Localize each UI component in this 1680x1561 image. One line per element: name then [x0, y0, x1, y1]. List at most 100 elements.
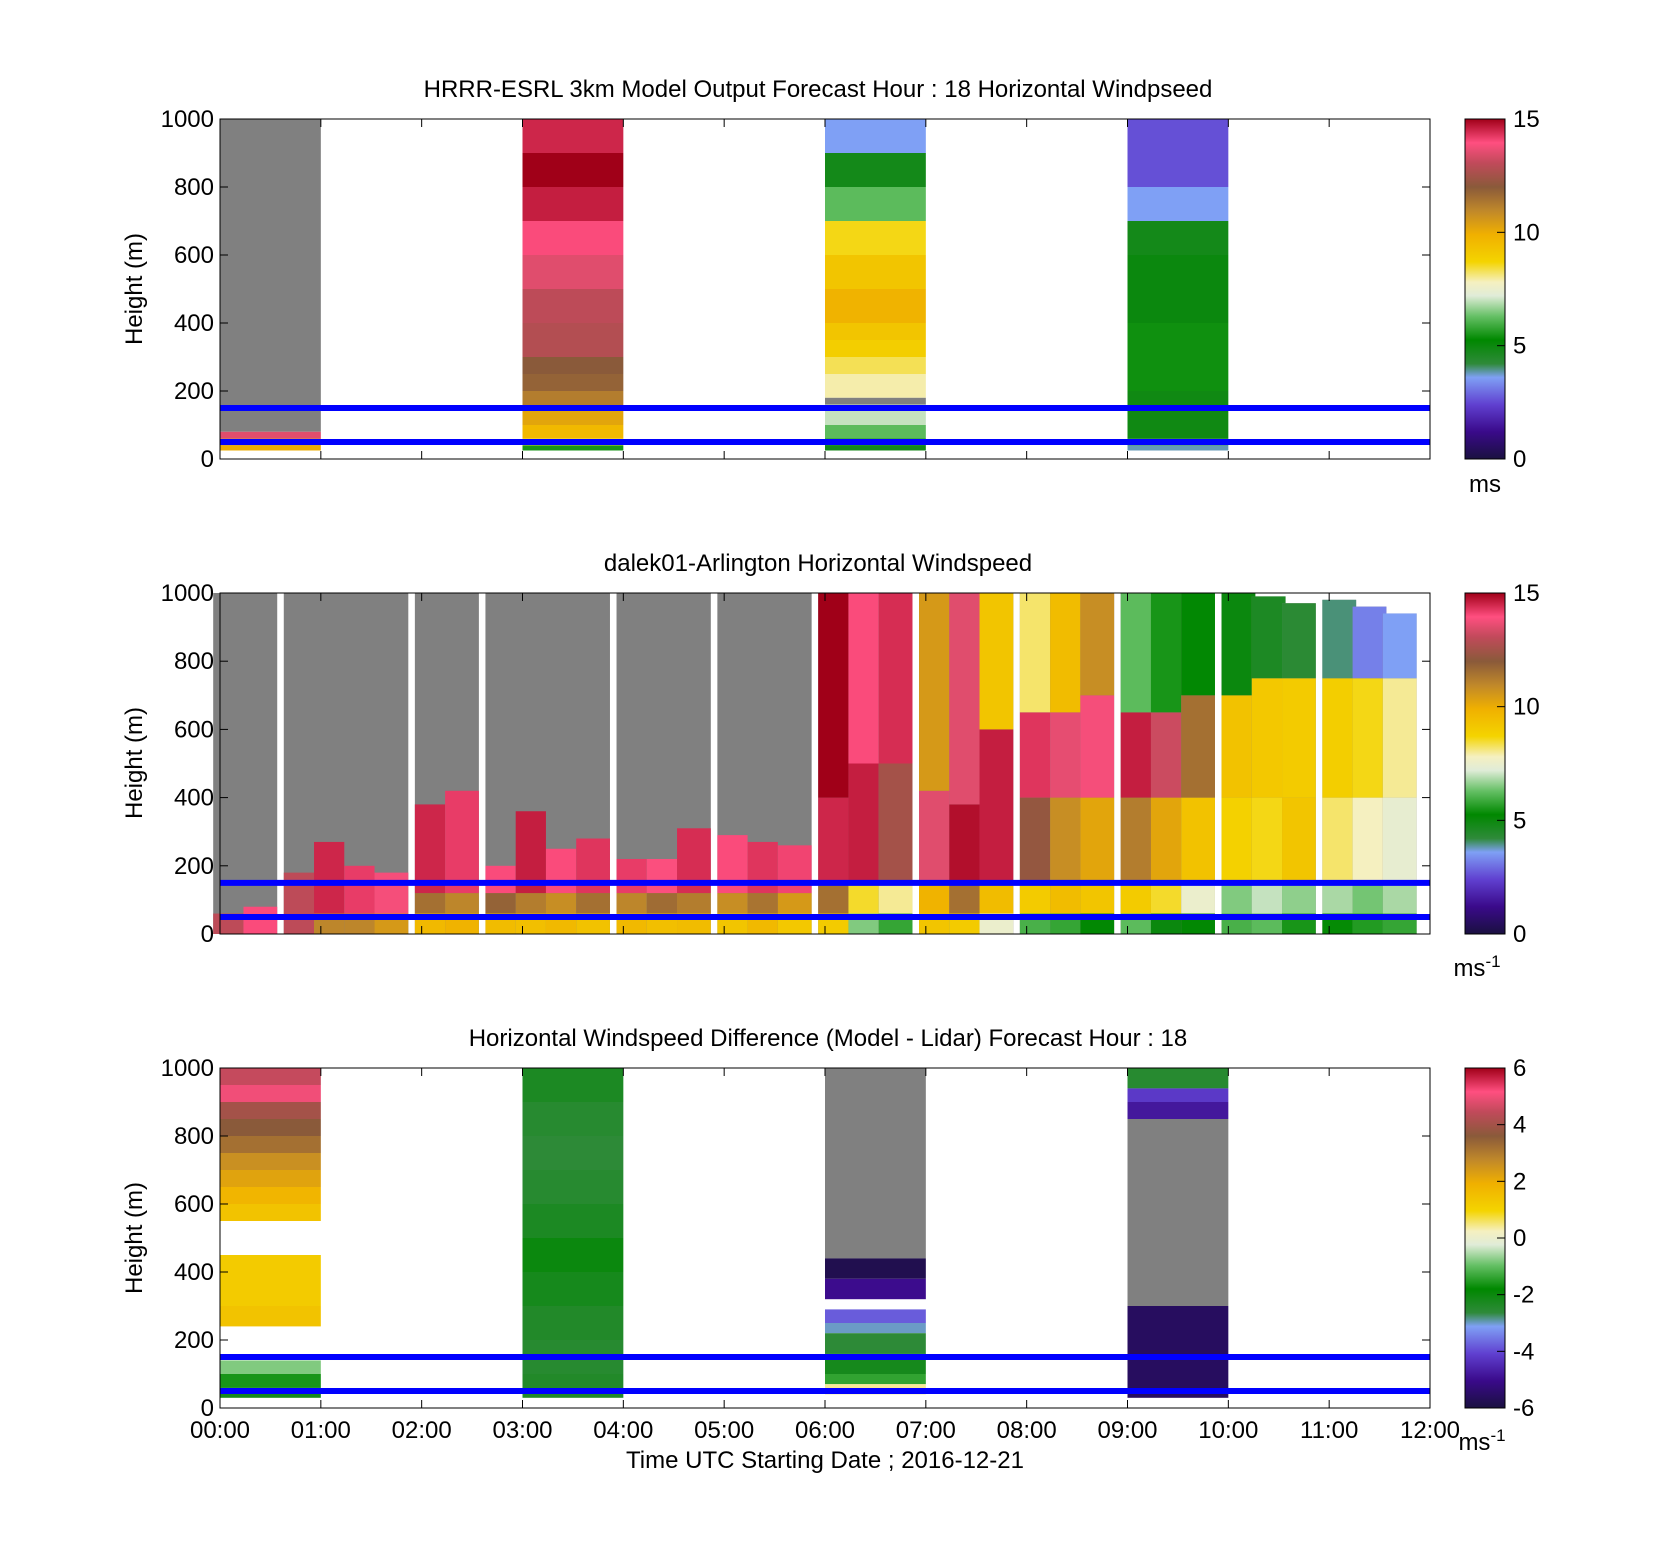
panel-model-plot	[220, 119, 1430, 451]
heatmap-cell	[220, 1374, 321, 1388]
y-tick-label: 800	[174, 174, 214, 201]
heatmap-cell	[1181, 882, 1215, 914]
heatmap-cell	[545, 893, 580, 914]
x-tick-label: 07:00	[896, 1417, 956, 1444]
heatmap-cell	[522, 1238, 624, 1272]
colorbar-tick-label: 0	[1513, 1225, 1526, 1252]
x-tick-label: 03:00	[492, 1417, 552, 1444]
heatmap-cell	[777, 845, 812, 894]
heatmap-cell	[878, 593, 913, 764]
heatmap-cell	[545, 848, 580, 894]
heatmap-cell	[1050, 882, 1084, 914]
heatmap-cell	[220, 1306, 321, 1327]
heatmap-cell	[522, 357, 624, 374]
colorbar-difference-unit: ms-1	[1458, 1426, 1505, 1457]
heatmap-cell	[1120, 593, 1155, 713]
heatmap-cell	[1382, 613, 1417, 679]
heatmap-cell	[646, 893, 681, 914]
heatmap-cell	[1050, 797, 1084, 883]
heatmap-cell	[374, 872, 409, 914]
profile-column	[213, 593, 247, 934]
heatmap-cell	[717, 893, 752, 914]
y-tick-label: 600	[174, 242, 214, 269]
colorbar-tick-label: 15	[1513, 580, 1540, 607]
heatmap-cell	[1382, 678, 1417, 798]
heatmap-cell	[878, 763, 913, 883]
heatmap-cell	[949, 804, 984, 883]
heatmap-cell	[825, 1333, 926, 1354]
heatmap-cell	[825, 187, 926, 221]
heatmap-cell	[1019, 797, 1054, 883]
heatmap-cell	[522, 289, 624, 323]
colorbar-tick-label: 5	[1513, 807, 1526, 834]
colorbar-model-gradient	[1464, 118, 1506, 460]
x-tick-label: 04:00	[593, 1417, 653, 1444]
heatmap-cell	[1181, 593, 1215, 696]
panel-model-title: HRRR-ESRL 3km Model Output Forecast Hour…	[424, 76, 1213, 103]
heatmap-cell	[677, 893, 711, 914]
heatmap-cell	[1019, 593, 1054, 713]
heatmap-cell	[825, 397, 926, 405]
heatmap-cell	[522, 323, 624, 357]
heatmap-cell	[220, 1153, 321, 1170]
heatmap-cell	[825, 1309, 926, 1323]
panel-lidar-title: dalek01-Arlington Horizontal Windspeed	[604, 550, 1032, 577]
heatmap-cell	[1322, 678, 1357, 798]
heatmap-cell	[616, 858, 651, 894]
heatmap-cell	[825, 374, 926, 398]
heatmap-cell	[1080, 695, 1115, 798]
x-tick-label: 02:00	[392, 1417, 452, 1444]
heatmap-cell	[1221, 797, 1256, 883]
heatmap-cell	[1127, 221, 1229, 255]
heatmap-cell	[818, 593, 852, 798]
panel-lidar-y-label: Height (m)	[121, 707, 148, 819]
colorbar-tick-label: 15	[1513, 106, 1540, 133]
heatmap-cell	[1120, 882, 1155, 914]
heatmap-cell	[646, 858, 681, 894]
heatmap-cell	[1150, 712, 1185, 798]
heatmap-cell	[949, 882, 984, 914]
heatmap-cell	[220, 431, 321, 439]
heatmap-cell	[522, 1204, 624, 1238]
y-tick-label: 800	[174, 1123, 214, 1150]
heatmap-cell	[1282, 797, 1316, 883]
heatmap-cell	[919, 790, 953, 883]
heatmap-cell	[1120, 797, 1155, 883]
heatmap-cell	[1127, 1102, 1229, 1119]
heatmap-cell	[979, 593, 1014, 730]
heatmap-cell	[522, 425, 624, 439]
heatmap-cell	[522, 187, 624, 221]
heatmap-cell	[1251, 797, 1286, 883]
heatmap-cell	[825, 323, 926, 340]
y-tick-label: 200	[174, 1327, 214, 1354]
heatmap-cell	[220, 1170, 321, 1187]
heatmap-cell	[576, 893, 610, 914]
colorbar-tick-label: 10	[1513, 694, 1540, 721]
heatmap-cell	[1080, 882, 1115, 914]
y-tick-label: 0	[201, 921, 214, 948]
heatmap-cell	[825, 153, 926, 187]
heatmap-cell	[1080, 797, 1115, 883]
heatmap-cell	[1282, 882, 1316, 914]
heatmap-cell	[825, 445, 926, 451]
heatmap-cell	[515, 811, 550, 894]
heatmap-cell	[919, 882, 953, 914]
panel-difference-x-ticks: 00:00 01:00 02:00 03:00 04:00 05:00 06:00 07:00…	[190, 1417, 1460, 1444]
y-tick-label: 200	[174, 378, 214, 405]
x-tick-label: 05:00	[694, 1417, 754, 1444]
heatmap-cell	[825, 1278, 926, 1300]
heatmap-cell	[825, 357, 926, 374]
panel-model-y-ticks: 0 200 400 600 800 1000	[161, 106, 1431, 473]
heatmap-cell	[522, 1102, 624, 1136]
panel-lidar-plot	[213, 593, 1430, 934]
heatmap-cell	[919, 593, 953, 791]
x-tick-label: 00:00	[190, 1417, 250, 1444]
heatmap-cell	[485, 865, 520, 894]
heatmap-cell	[220, 1255, 321, 1306]
panel-difference-x-label: Time UTC Starting Date ; 2016-12-21	[626, 1447, 1024, 1474]
panel-model-colorbar: 0 5 10 15 ms	[1464, 106, 1540, 498]
heatmap-cell	[1120, 712, 1155, 798]
heatmap-cell	[825, 1323, 926, 1334]
y-tick-label: 600	[174, 716, 214, 743]
